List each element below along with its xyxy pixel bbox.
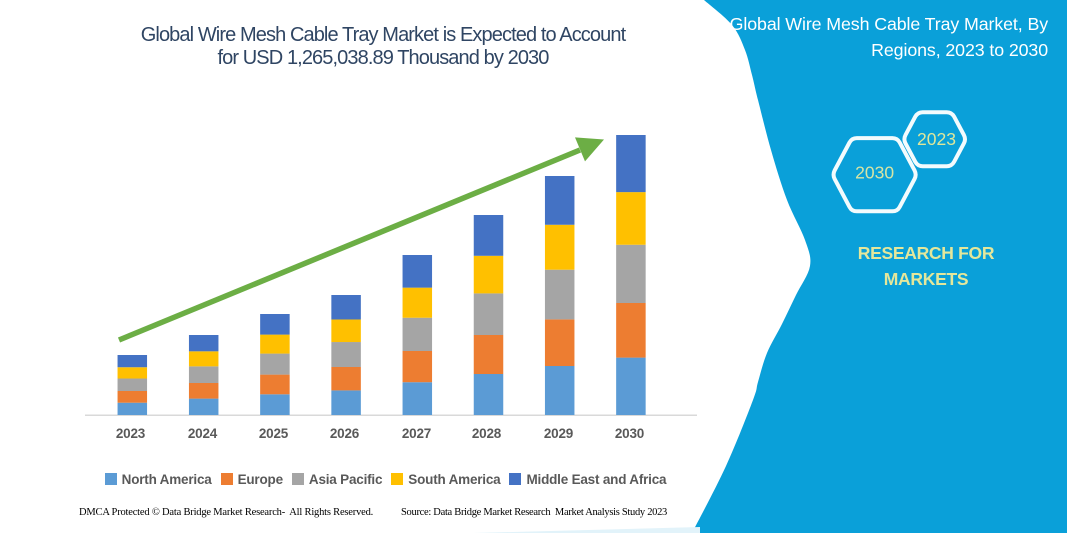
svg-text:2030: 2030 [855, 163, 894, 183]
svg-text:2023: 2023 [917, 129, 956, 149]
